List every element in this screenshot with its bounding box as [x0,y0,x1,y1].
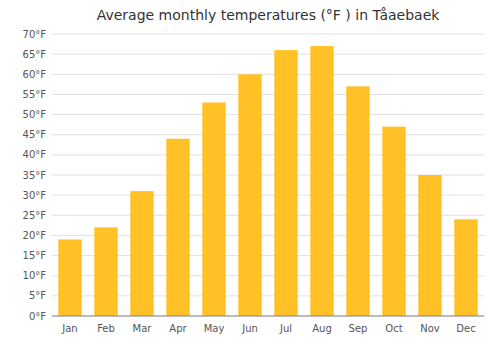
y-tick-label: 20°F [23,230,47,241]
bar [382,127,405,316]
y-tick-label: 5°F [29,290,46,301]
y-tick-label: 50°F [23,109,47,120]
y-tick-label: 0°F [29,311,46,322]
y-tick-label: 60°F [23,69,47,80]
x-tick-label: Apr [169,323,187,334]
bar [274,50,297,316]
x-tick-label: Oct [385,323,402,334]
y-tick-label: 30°F [23,190,47,201]
bar [130,191,153,316]
x-tick-label: Jul [279,323,292,334]
title: Average monthly temperatures (°F ) in Tå… [97,7,441,23]
x-tick-label: Jan [61,323,77,334]
y-tick-label: 70°F [23,29,47,40]
y-tick-label: 40°F [23,149,47,160]
y-tick-label: 65°F [23,49,47,60]
grid-line [52,154,484,155]
bars [58,46,477,316]
bar [238,74,261,316]
bar [346,86,369,316]
bar [454,219,477,316]
y-tick-label: 45°F [23,129,47,140]
x-tick-label: Jun [241,323,258,334]
x-tick-label: Dec [456,323,475,334]
grid-line [52,134,484,135]
bar [58,239,81,316]
grid-line [52,34,484,35]
x-axis-line [52,316,484,317]
grid-line [52,94,484,95]
chart-container: Average monthly temperatures (°F ) in Tå… [0,0,500,350]
x-tick-label: Mar [133,323,153,334]
grid-line [52,54,484,55]
bar [94,227,117,316]
x-tick-label: Aug [312,323,332,334]
grid-line [52,114,484,115]
x-tick-label: Feb [97,323,115,334]
grid-line [52,74,484,75]
x-tick-label: Nov [420,323,440,334]
x-tick-label: May [204,323,225,334]
y-tick-label: 55°F [23,89,47,100]
grid-line [52,316,484,317]
x-axis: Jan Feb Mar Apr May Jun Jul Aug Sep Oct Nov Dec [52,316,484,334]
y-tick-label: 25°F [23,210,47,221]
y-tick-label: 10°F [23,270,47,281]
x-tick-label: Sep [349,323,368,334]
bar [418,175,441,316]
y-tick-label: 15°F [23,250,47,261]
bar [202,102,225,316]
chart: Average monthly temperatures (°F ) in Tå… [0,0,500,350]
y-axis: 0°F 5°F 10°F 15°F 20°F 25°F 30°F 35°F 40°F 45°F 50… [23,29,484,322]
bar [310,46,333,316]
y-tick-label: 35°F [23,170,47,181]
bar [166,139,189,316]
